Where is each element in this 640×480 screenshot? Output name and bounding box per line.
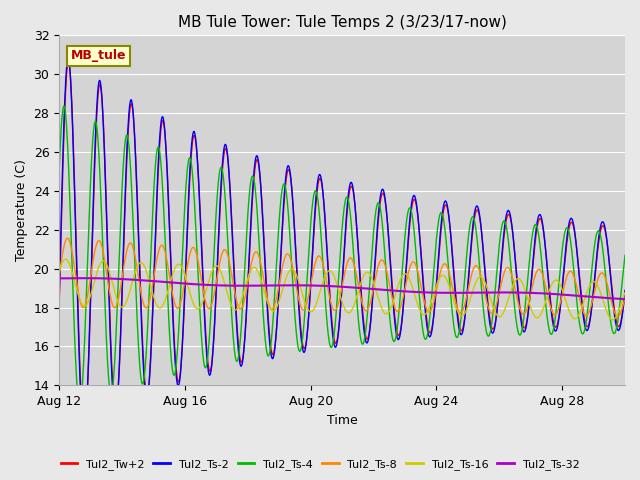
Tul2_Ts-32	[508, 289, 515, 295]
Tul2_Ts-2	[445, 213, 452, 219]
Tul2_Ts-8	[497, 282, 505, 288]
Tul2_Ts-32	[305, 283, 313, 288]
Title: MB Tule Tower: Tule Temps 2 (3/23/17-now): MB Tule Tower: Tule Temps 2 (3/23/17-now…	[178, 15, 506, 30]
Tul2_Tw+2	[508, 222, 516, 228]
Tul2_Ts-16	[61, 256, 69, 262]
Tul2_Ts-32	[55, 276, 63, 281]
Tul2_Ts-4	[498, 225, 506, 231]
Line: Tul2_Ts-32: Tul2_Ts-32	[59, 278, 625, 299]
Tul2_Ts-32	[497, 289, 505, 295]
Y-axis label: Temperature (C): Temperature (C)	[15, 159, 28, 261]
Tul2_Tw+2	[498, 259, 506, 265]
Tul2_Ts-16	[55, 268, 63, 274]
Tul2_Ts-2	[55, 295, 63, 301]
Line: Tul2_Tw+2: Tul2_Tw+2	[59, 62, 625, 427]
Tul2_Ts-8	[508, 270, 515, 276]
Tul2_Ts-2	[114, 388, 122, 394]
Tul2_Ts-8	[64, 235, 72, 241]
Line: Tul2_Ts-2: Tul2_Ts-2	[59, 58, 625, 432]
Tul2_Tw+2	[621, 289, 629, 295]
Tul2_Ts-8	[444, 267, 452, 273]
Tul2_Ts-16	[305, 308, 313, 314]
Line: Tul2_Ts-16: Tul2_Ts-16	[59, 259, 625, 320]
Tul2_Ts-32	[80, 276, 88, 281]
Tul2_Ts-16	[285, 269, 292, 275]
Tul2_Ts-2	[508, 221, 516, 227]
Tul2_Ts-16	[508, 288, 515, 293]
Tul2_Ts-2	[80, 429, 88, 434]
Tul2_Tw+2	[306, 302, 314, 308]
Tul2_Ts-32	[114, 276, 122, 282]
Tul2_Ts-4	[621, 252, 629, 258]
Tul2_Ts-4	[55, 168, 63, 174]
Tul2_Tw+2	[114, 388, 122, 394]
Tul2_Ts-8	[614, 313, 621, 319]
Tul2_Tw+2	[285, 168, 293, 173]
Tul2_Ts-4	[445, 270, 452, 276]
Tul2_Ts-16	[621, 290, 629, 296]
Tul2_Ts-4	[285, 221, 293, 227]
Tul2_Ts-16	[609, 317, 616, 323]
Tul2_Ts-32	[285, 282, 292, 288]
Tul2_Ts-8	[114, 300, 122, 306]
Tul2_Ts-4	[508, 273, 516, 278]
Line: Tul2_Ts-4: Tul2_Ts-4	[59, 106, 625, 406]
Tul2_Tw+2	[65, 59, 72, 65]
Text: MB_tule: MB_tule	[70, 49, 126, 62]
Tul2_Ts-16	[114, 298, 122, 303]
Tul2_Ts-4	[306, 238, 314, 243]
Tul2_Ts-4	[76, 403, 83, 408]
Tul2_Ts-8	[621, 295, 629, 300]
Tul2_Ts-16	[497, 313, 505, 319]
Tul2_Ts-2	[621, 288, 629, 293]
Tul2_Ts-32	[621, 296, 629, 302]
Tul2_Ts-4	[114, 284, 122, 289]
Tul2_Ts-8	[305, 291, 313, 297]
Tul2_Ts-8	[55, 273, 63, 279]
Tul2_Tw+2	[55, 304, 63, 310]
Tul2_Tw+2	[80, 424, 88, 430]
Tul2_Ts-2	[306, 300, 314, 306]
Tul2_Ts-2	[285, 164, 293, 170]
Tul2_Ts-32	[444, 290, 452, 296]
Tul2_Ts-4	[60, 103, 68, 109]
Line: Tul2_Ts-8: Tul2_Ts-8	[59, 238, 625, 316]
Tul2_Ts-16	[444, 280, 452, 286]
X-axis label: Time: Time	[326, 414, 358, 427]
Tul2_Tw+2	[445, 214, 452, 220]
Tul2_Ts-8	[285, 252, 292, 257]
Tul2_Ts-2	[65, 55, 72, 61]
Legend: Tul2_Tw+2, Tul2_Ts-2, Tul2_Ts-4, Tul2_Ts-8, Tul2_Ts-16, Tul2_Ts-32: Tul2_Tw+2, Tul2_Ts-2, Tul2_Ts-4, Tul2_Ts…	[56, 455, 584, 474]
Tul2_Ts-2	[498, 256, 506, 262]
